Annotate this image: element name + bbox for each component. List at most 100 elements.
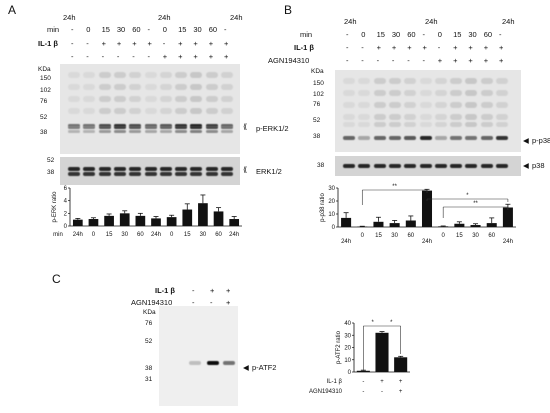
panel-b-pp38-band xyxy=(450,78,463,84)
panel-b-24h-1: 24h xyxy=(425,17,438,26)
panel-b-pp38-band xyxy=(343,78,355,84)
y-tick-label: 10 xyxy=(328,212,335,218)
panel-c-kda-label: KDa xyxy=(143,309,156,316)
panel-b-pp38-band xyxy=(496,78,508,84)
panel-a-erk-band xyxy=(221,172,233,176)
panel-a-perk-band xyxy=(144,84,157,90)
panel-a-perk-band xyxy=(144,96,157,102)
panel-b-pp38-band xyxy=(480,90,493,96)
panel-a-perk-band xyxy=(159,130,172,133)
panel-b-pp38-band xyxy=(373,90,386,96)
panel-b-pp38-band xyxy=(404,114,417,120)
panel-a-perk-band xyxy=(83,124,96,127)
x-tick-label: 24h xyxy=(151,232,161,238)
panel-b-agn-3: - xyxy=(391,56,395,65)
panel-b-pp38-band xyxy=(434,78,447,84)
panel-a-perk-band xyxy=(159,126,172,129)
bar xyxy=(502,207,513,227)
x-tick-label: 0 xyxy=(92,232,96,238)
panel-b-pp38-band xyxy=(434,90,447,96)
panel-b-pp38-band xyxy=(465,122,478,127)
panel-b-agn-4: - xyxy=(407,56,410,65)
panel-a-perk-band xyxy=(113,124,126,127)
x-tick-label: 30 xyxy=(200,232,207,238)
bar xyxy=(470,225,481,227)
y-tick-label: 20 xyxy=(328,199,335,205)
panel-b-pp38-band xyxy=(388,102,401,108)
panel-b-p38-band xyxy=(496,164,508,168)
panel-a-il-label: IL-1 β xyxy=(38,39,58,48)
panel-b-pp38-band xyxy=(434,114,447,120)
panel-a-agn-2: - xyxy=(101,52,105,61)
panel-b-agn-0: - xyxy=(346,56,349,65)
panel-b-pp38-band xyxy=(388,114,401,120)
panel-c-marker-2: 38 xyxy=(145,365,153,372)
panel-b-il-7: + xyxy=(453,43,458,52)
panel-a-min-label: min xyxy=(47,25,60,34)
panel-b-pp38-band xyxy=(388,90,401,96)
panel-b-marker-0: 150 xyxy=(313,80,324,87)
panel-b-pp38-band xyxy=(480,122,493,127)
panel-a-perk-band xyxy=(129,108,142,114)
panel-b-il-9: + xyxy=(483,43,489,52)
y-tick-label: 20 xyxy=(344,346,351,352)
panel-a-min-4: 60 xyxy=(132,25,141,34)
panel-b-pp38-band xyxy=(419,102,432,108)
panel-a-perk-band xyxy=(68,84,80,90)
panel-b-pp38-band xyxy=(496,136,508,140)
panel-b-agn-8: + xyxy=(468,56,473,65)
panel-b-pp38-band xyxy=(343,102,355,108)
y-tick-label: 4 xyxy=(64,199,68,205)
y-axis-label: p-ERK ratio xyxy=(52,191,58,223)
panel-a-min-1: 0 xyxy=(86,25,91,34)
panel-a-perk-band xyxy=(98,130,111,133)
y-tick-label: 10 xyxy=(344,358,351,364)
x-tick-label: 15 xyxy=(184,232,191,238)
panel-a-perk-band xyxy=(113,130,126,133)
x-tick-label: 30 xyxy=(472,233,479,239)
significance-label: * xyxy=(390,320,393,326)
panel-b-p38-band xyxy=(358,164,371,168)
panel-b-agn-2: - xyxy=(376,56,380,65)
panel-b-pp38-band xyxy=(496,122,508,127)
panel-a-min-2: 15 xyxy=(101,25,110,34)
x-il-label: IL-1 β xyxy=(327,379,343,385)
panel-a-perk-band xyxy=(83,96,96,102)
x-tick-label: 0 xyxy=(442,233,446,239)
panel-a-erk-label: ERK1/2 xyxy=(256,167,282,176)
panel-b-24h-2: 24h xyxy=(502,17,515,26)
panel-a-perk-band xyxy=(175,130,188,133)
bar xyxy=(198,203,208,226)
panel-a-min-9: 60 xyxy=(208,25,218,34)
x-agn-value: - xyxy=(381,389,383,395)
panel-b-min-6: 0 xyxy=(437,30,442,39)
panel-b-p38-band xyxy=(434,164,447,168)
panel-c-patf2-band xyxy=(207,361,219,365)
panel-a-perk-band xyxy=(190,108,203,114)
panel-a-erk-band xyxy=(129,172,142,176)
x-tick-label: 15 xyxy=(375,233,382,239)
panel-b-pp38-band xyxy=(465,78,478,84)
x-tick-label: 15 xyxy=(456,233,463,239)
panel-b-pp38-band xyxy=(358,78,371,84)
panel-b-pp38-band xyxy=(358,102,371,108)
panel-a-perk-band xyxy=(113,108,126,114)
panel-b-pp38-band xyxy=(404,122,417,127)
panel-b-agn-7: + xyxy=(453,56,458,65)
panel-a-perk-blot xyxy=(60,64,240,154)
panel-a-agn-3: - xyxy=(116,52,120,61)
panel-b-pp38-band xyxy=(465,114,478,120)
x-tick-label: 60 xyxy=(488,233,495,239)
panel-a-agn-9: + xyxy=(208,52,214,61)
panel-a-perk-band xyxy=(159,124,172,127)
panel-b-p38-band xyxy=(343,164,355,168)
bar xyxy=(182,209,193,226)
panel-b-pp38-band xyxy=(496,90,508,96)
panel-a-min-3: 30 xyxy=(116,25,126,34)
bar xyxy=(213,211,224,226)
panel-a-perk-band xyxy=(221,126,233,129)
panel-b-pp38-band xyxy=(450,122,463,127)
bar xyxy=(341,217,352,227)
panel-a-erk-band xyxy=(144,167,157,171)
panel-c-patf2-blot xyxy=(159,306,238,406)
